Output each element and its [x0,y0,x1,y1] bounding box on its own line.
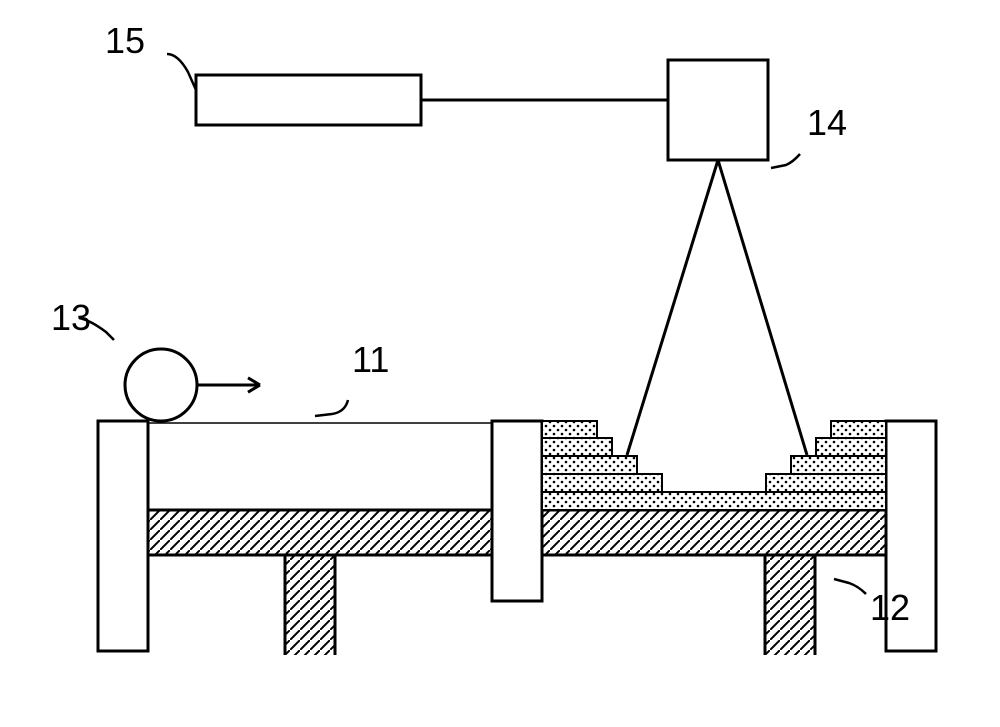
component-15-box [196,75,421,125]
label-l11: 11 [352,339,389,380]
leader-c14 [771,154,800,168]
leader-c15 [167,54,196,90]
wall-mid [492,421,542,601]
beam-left [627,160,718,455]
leader-c11 [315,400,348,416]
label-l14: 14 [807,102,847,143]
powder-layer-3 [542,456,637,474]
roller-13 [125,349,197,421]
powder-layer-2 [766,474,886,492]
piston-left-hatched [285,555,335,655]
platform-left-hatched [148,510,492,555]
powder-layer-4 [791,456,886,474]
label-l13: 13 [51,297,91,338]
beam-right [718,160,807,455]
powder-layer-7 [542,421,597,438]
leader-c12 [834,579,866,594]
powder-layer-8 [831,421,886,438]
powder-layer-0 [542,492,886,510]
powder-layer-5 [542,438,612,456]
powder-layer-6 [816,438,886,456]
platform-right-hatched [542,510,886,555]
component-14-box [668,60,768,160]
powder-layer-1 [542,474,662,492]
label-l12: 12 [870,587,910,628]
wall-left [98,421,148,651]
label-l15: 15 [105,20,145,61]
piston-right-hatched [765,555,815,655]
